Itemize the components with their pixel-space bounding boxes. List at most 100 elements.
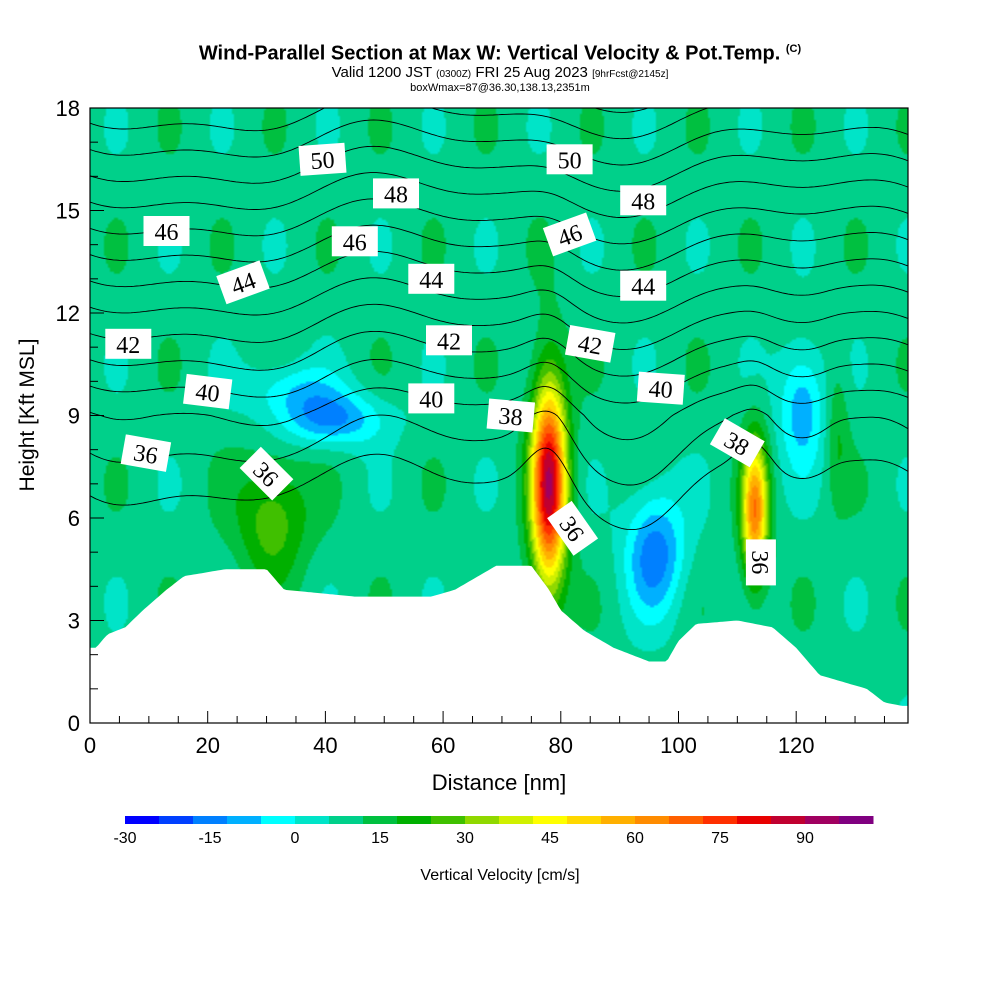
colorbar-swatch bbox=[635, 816, 670, 824]
colorbar-swatch bbox=[465, 816, 500, 824]
theta-label-box bbox=[298, 142, 347, 176]
colorbar-swatch bbox=[261, 816, 296, 824]
colorbar-swatch bbox=[227, 816, 262, 824]
theta-label-box bbox=[745, 539, 776, 586]
colorbar-swatch bbox=[771, 816, 806, 824]
colorbar-swatch bbox=[533, 816, 568, 824]
y-tick-label: 0 bbox=[68, 711, 80, 736]
colorbar-swatch bbox=[737, 816, 772, 824]
theta-label-text: 50 bbox=[558, 148, 582, 174]
title-main: Wind-Parallel Section at Max W: Vertical… bbox=[198, 42, 781, 65]
colorbar-tick-label: -30 bbox=[113, 830, 136, 847]
colorbar-tick-label: 90 bbox=[796, 830, 814, 847]
theta-label-box bbox=[709, 418, 765, 468]
colorbar-swatch bbox=[125, 816, 160, 824]
theta-contour-46 bbox=[90, 172, 908, 218]
theta-label-box bbox=[636, 371, 685, 405]
theta-label-box bbox=[216, 260, 270, 305]
colorbar-tick-label: 30 bbox=[456, 830, 474, 847]
theta-label-2: 48 bbox=[373, 178, 419, 209]
theta-label-box bbox=[620, 185, 667, 216]
y-tick-label: 6 bbox=[68, 506, 80, 531]
colorbar-tick-label: 75 bbox=[711, 830, 729, 847]
theta-label-box bbox=[183, 373, 233, 410]
theta-label-box bbox=[120, 434, 172, 472]
theta-label-text: 44 bbox=[631, 275, 655, 301]
x-tick-label: 40 bbox=[313, 733, 337, 758]
x-tick-label: 100 bbox=[660, 733, 697, 758]
colorbar-swatch bbox=[363, 816, 398, 824]
x-tick-label: 60 bbox=[431, 733, 455, 758]
valid-utc: (0300Z) bbox=[436, 68, 472, 80]
theta-contour-44 bbox=[90, 224, 908, 271]
theta-label-9: 44 bbox=[620, 270, 667, 301]
theta-label-text: 46 bbox=[343, 230, 367, 256]
theta-label-text: 40 bbox=[194, 379, 221, 408]
colorbar-swatch bbox=[669, 816, 704, 824]
valid-date: FRI 25 Aug 2023 bbox=[475, 63, 588, 81]
theta-contour-37 bbox=[90, 408, 908, 486]
theta-label-box bbox=[542, 212, 597, 257]
x-axis: 0 20 40 60 80 100 120 bbox=[84, 711, 885, 758]
theta-contour-50 bbox=[593, 108, 650, 113]
theta-label-13: 40 bbox=[183, 373, 233, 410]
theta-label-1: 50 bbox=[546, 144, 593, 175]
theta-label-11: 42 bbox=[426, 325, 472, 356]
theta-label-box bbox=[546, 144, 593, 175]
theta-label-4: 46 bbox=[143, 216, 190, 246]
theta-label-text: 36 bbox=[131, 440, 159, 470]
theta-label-box bbox=[239, 446, 294, 501]
chart-title-block: Wind-Parallel Section at Max W: Vertical… bbox=[0, 38, 1000, 94]
chart-title: Wind-Parallel Section at Max W: Vertical… bbox=[0, 38, 1000, 65]
y-axis: 0 3 6 9 12 15 18 bbox=[56, 96, 104, 736]
theta-label-text: 48 bbox=[384, 182, 408, 208]
theta-contour-47 bbox=[90, 145, 908, 192]
valid-prefix: Valid 1200 JST bbox=[331, 63, 432, 81]
theta-label-text: 36 bbox=[746, 550, 772, 574]
x-tick-label: 0 bbox=[84, 733, 96, 758]
theta-label-box bbox=[547, 500, 599, 556]
colorbar-swatch bbox=[703, 816, 738, 824]
theta-contour-49 bbox=[90, 108, 908, 140]
colorbar-tick-label: 60 bbox=[626, 830, 644, 847]
x-tick-label: 20 bbox=[195, 733, 219, 758]
theta-label-text: 42 bbox=[437, 329, 461, 355]
y-tick-label: 12 bbox=[56, 301, 80, 326]
theta-label-3: 48 bbox=[620, 185, 667, 216]
theta-label-text: 44 bbox=[419, 268, 443, 294]
valid-time-line: Valid 1200 JST (0300Z) FRI 25 Aug 2023 [… bbox=[0, 65, 1000, 82]
theta-label-box bbox=[105, 328, 152, 359]
colorbar-label: Vertical Velocity [cm/s] bbox=[420, 867, 579, 884]
y-tick-label: 3 bbox=[68, 609, 80, 634]
colorbar-swatch bbox=[295, 816, 330, 824]
colorbar-swatch bbox=[601, 816, 636, 824]
colorbar-swatch bbox=[805, 816, 840, 824]
theta-label-18: 36 bbox=[120, 434, 172, 472]
x-axis-label: Distance [nm] bbox=[432, 770, 567, 795]
colorbar-swatch bbox=[329, 816, 364, 824]
theta-contour-48 bbox=[90, 119, 908, 166]
theta-contour-45 bbox=[90, 198, 908, 245]
theta-contour-41 bbox=[90, 303, 908, 350]
colorbar-swatch bbox=[567, 816, 602, 824]
theta-label-box bbox=[564, 325, 616, 363]
theta-label-box bbox=[408, 383, 455, 414]
y-tick-label: 9 bbox=[68, 404, 80, 429]
theta-label-text: 46 bbox=[155, 220, 179, 246]
theta-contour-36 bbox=[90, 442, 908, 531]
theta-label-21: 36 bbox=[745, 539, 776, 586]
colorbar-swatch bbox=[159, 816, 194, 824]
colorbar-tick-label: 0 bbox=[291, 830, 300, 847]
colorbar-swatch bbox=[397, 816, 432, 824]
y-tick-label: 18 bbox=[56, 96, 80, 121]
theta-label-box bbox=[331, 226, 378, 257]
copyright-mark: (C) bbox=[785, 43, 802, 55]
theta-label-14: 40 bbox=[408, 383, 455, 414]
theta-label-15: 40 bbox=[636, 371, 685, 405]
theta-label-10: 42 bbox=[105, 328, 152, 359]
colorbar-tick-label: 45 bbox=[541, 830, 559, 847]
colorbar-swatch bbox=[431, 816, 466, 824]
theta-contour-52 bbox=[90, 40, 908, 60]
